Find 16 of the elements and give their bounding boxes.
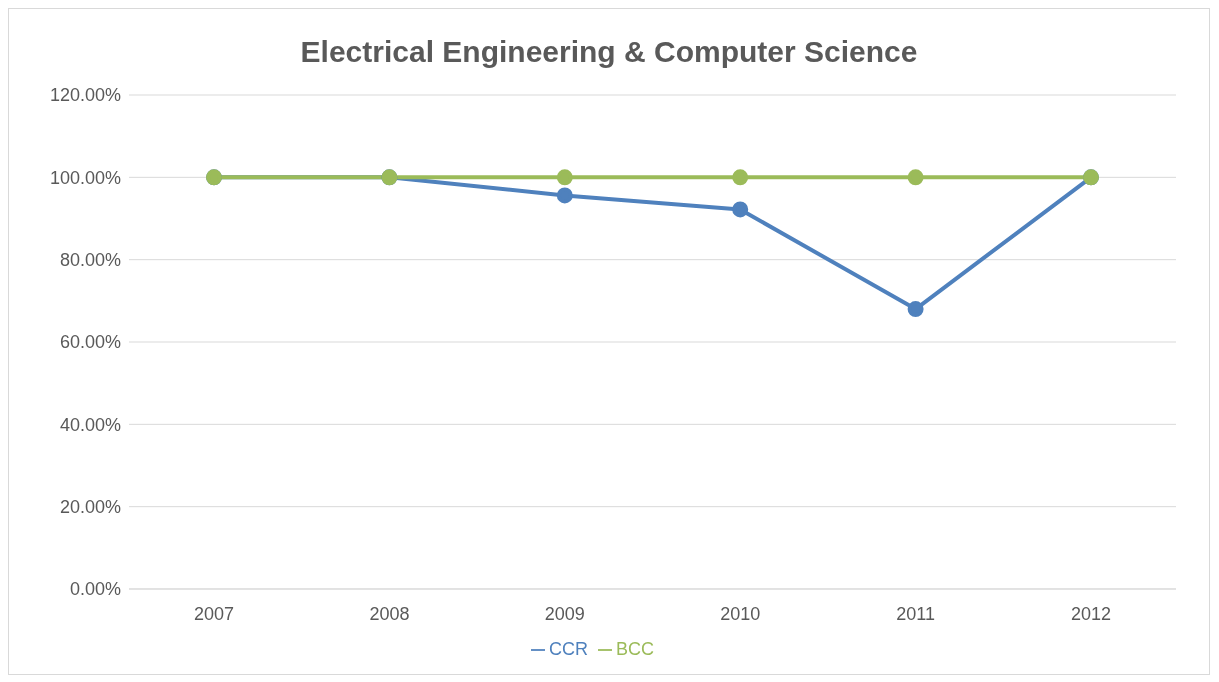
y-tick-label: 100.00% bbox=[49, 167, 121, 188]
y-tick-label: 20.00% bbox=[59, 497, 121, 518]
legend-label: BCC bbox=[615, 639, 654, 659]
chart-title: Electrical Engineering & Computer Science bbox=[299, 34, 919, 70]
y-tick-label: 120.00% bbox=[49, 85, 121, 106]
x-tick-label: 2012 bbox=[1070, 603, 1112, 624]
x-tick-label: 2010 bbox=[720, 603, 761, 624]
y-tick-label: 0.00% bbox=[69, 579, 121, 600]
x-tick-label: 2008 bbox=[369, 603, 410, 624]
x-tick-label: 2009 bbox=[544, 603, 585, 624]
y-tick-label: 40.00% bbox=[59, 414, 121, 435]
y-tick-label: 60.00% bbox=[59, 332, 121, 353]
y-tick-label: 80.00% bbox=[59, 250, 121, 271]
x-tick-label: 2007 bbox=[193, 603, 235, 624]
x-tick-label: 2011 bbox=[896, 603, 935, 624]
legend-label: CCR bbox=[548, 639, 588, 659]
